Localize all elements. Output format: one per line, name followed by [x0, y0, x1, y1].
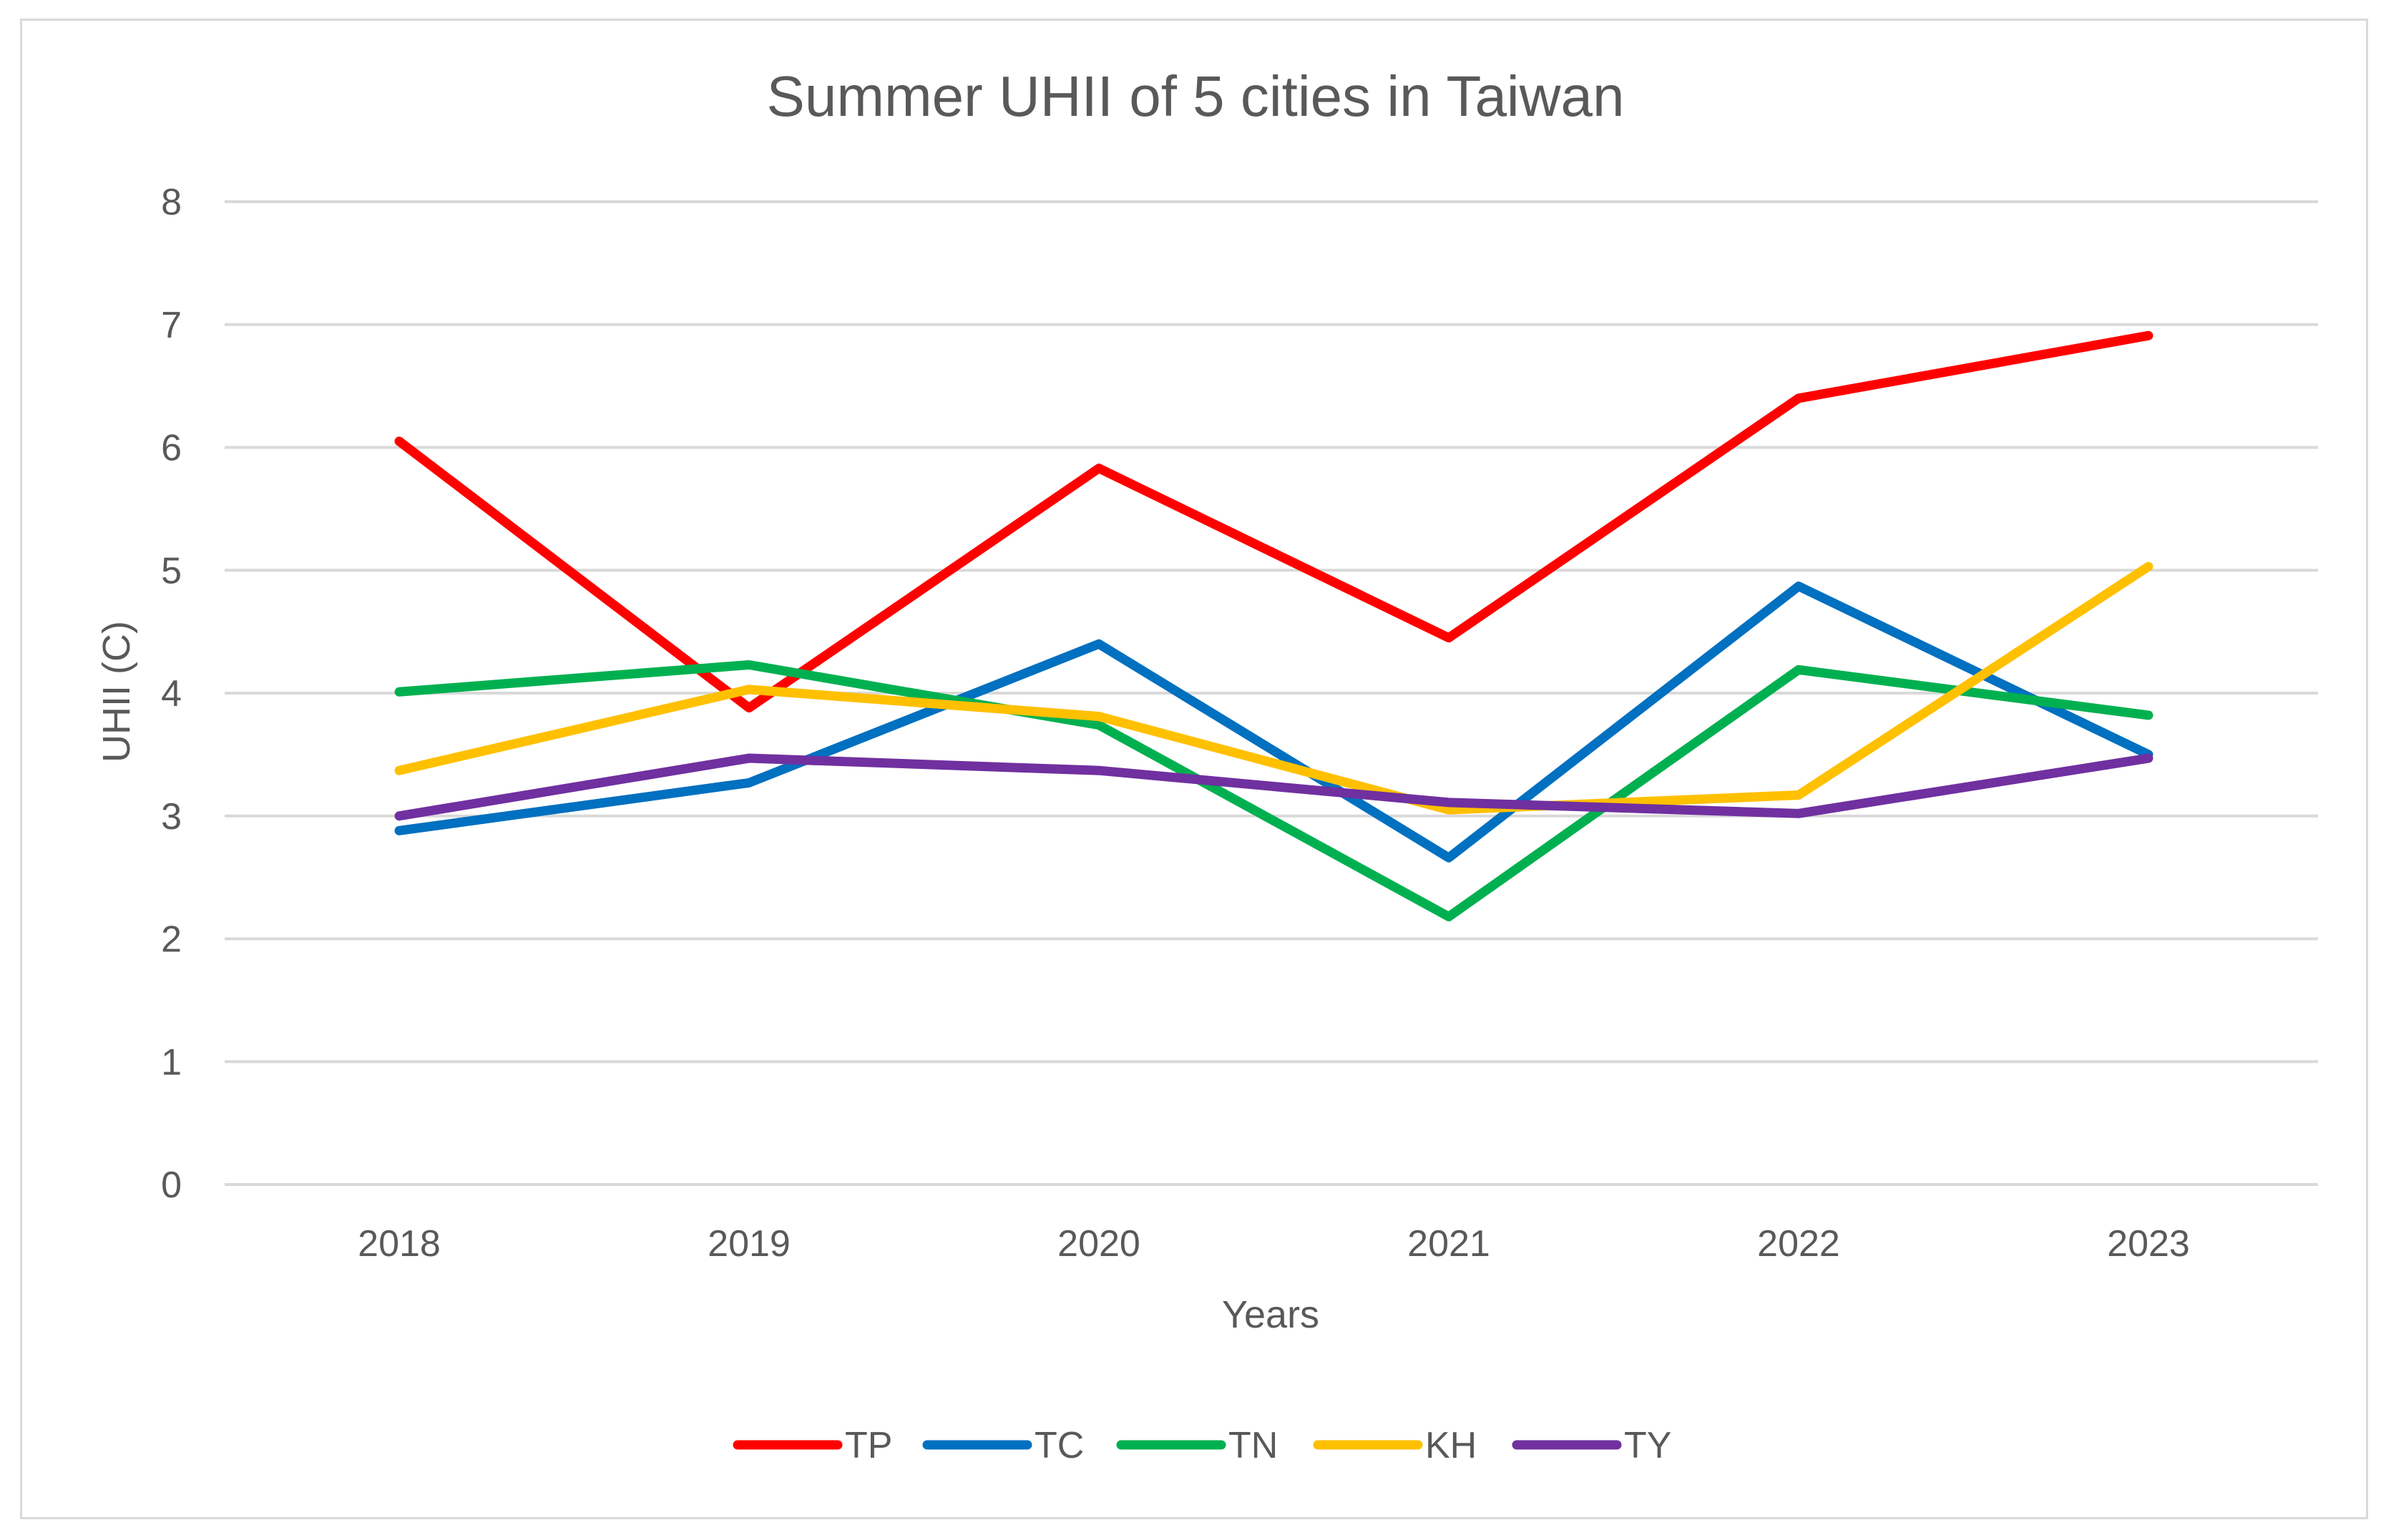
y-tick-label: 8 [161, 182, 182, 223]
x-tick-label: 2021 [1407, 1223, 1490, 1265]
x-tick-label: 2020 [1057, 1223, 1140, 1265]
legend-label-kh: KH [1425, 1425, 1477, 1466]
legend-label-tn: TN [1228, 1425, 1278, 1466]
y-tick-label: 4 [161, 673, 182, 715]
y-axis-ticks: 0 1 2 3 4 5 6 7 8 [161, 182, 182, 1206]
series-line-tn [394, 659, 2153, 922]
y-tick-label: 6 [161, 428, 182, 469]
legend: TP TC TN KH TY [733, 1425, 1671, 1466]
legend-label-tc: TC [1035, 1425, 1084, 1466]
series-line-tp [394, 330, 2153, 713]
legend-label-tp: TP [845, 1425, 892, 1466]
y-tick-label: 1 [161, 1041, 182, 1083]
gridlines [225, 200, 2318, 1186]
y-tick-label: 7 [161, 305, 182, 346]
series-line-tc [394, 582, 2153, 863]
x-tick-label: 2022 [1757, 1223, 1840, 1265]
y-axis-title: UHII (C) [95, 621, 138, 762]
legend-label-ty: TY [1624, 1425, 1671, 1466]
y-tick-label: 0 [161, 1164, 182, 1206]
y-tick-label: 5 [161, 550, 182, 592]
y-tick-label: 3 [161, 796, 182, 838]
x-axis-title: Years [1222, 1293, 1319, 1336]
chart-title: Summer UHII of 5 cities in Taiwan [767, 64, 1625, 128]
series-line-ty [394, 753, 2153, 821]
series-line-kh [394, 561, 2153, 815]
series-lines [394, 330, 2153, 922]
x-tick-label: 2019 [708, 1223, 791, 1265]
y-tick-label: 2 [161, 919, 182, 961]
x-axis-ticks: 2018 2019 2020 2021 2022 2023 [358, 1223, 2190, 1265]
x-tick-label: 2023 [2107, 1223, 2190, 1265]
x-tick-label: 2018 [358, 1223, 441, 1265]
